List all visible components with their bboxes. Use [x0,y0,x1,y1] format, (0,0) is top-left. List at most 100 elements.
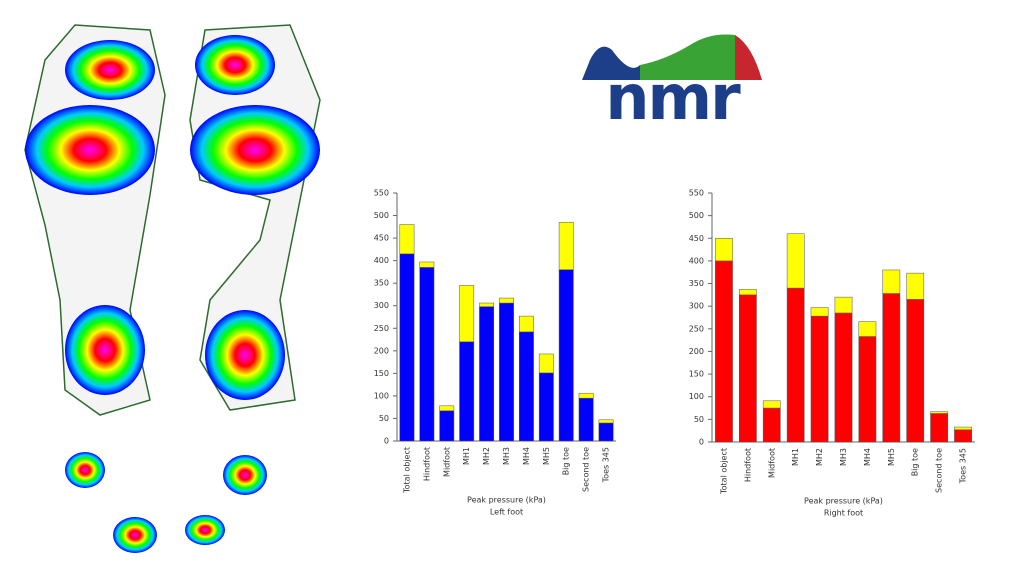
bar-segment [479,302,495,307]
x-tick-label: Toes 345 [602,447,611,483]
y-tick-label: 250 [689,324,704,333]
x-tick-label: MH4 [863,448,872,466]
bar-segment [499,297,514,304]
y-tick-label: 100 [374,391,389,400]
y-tick-label: 400 [689,256,704,265]
bar-segment [459,285,475,343]
heat-spot [190,105,320,195]
x-tick-label: Midfoot [767,448,776,478]
heat-spot [113,517,157,553]
x-tick-label: MH3 [502,447,511,465]
bar-segment [538,372,554,442]
bar-segment [930,413,948,443]
heat-spot [195,35,275,95]
bar-segment [419,267,435,442]
y-tick-label: 100 [689,392,704,401]
x-tick-label: Second toe [582,447,591,492]
x-tick-label: Total object [402,447,411,494]
bar-segment [858,321,877,337]
bar-segment [439,405,455,412]
logo: nmr [582,34,762,134]
bar-segment [459,341,475,442]
bar-segment [399,224,415,255]
bar-segment [786,233,805,289]
bar-segment [906,299,925,443]
x-tick-label: Hindfoot [743,448,752,482]
y-tick-label: 300 [374,301,389,310]
y-tick-label: 400 [374,256,389,265]
y-tick-label: 350 [689,279,704,288]
bar-segment [834,296,853,314]
y-tick-label: 250 [374,324,389,333]
y-tick-label: 200 [374,346,389,355]
y-tick-label: 50 [379,414,389,423]
y-tick-label: 450 [689,234,704,243]
y-tick-label: 150 [374,369,389,378]
x-tick-label: MH4 [522,447,531,465]
bar-segment [954,426,972,431]
bar-segment [598,419,614,424]
bar-segment [882,293,901,443]
bar-segment [810,315,829,443]
bar-segment [598,422,614,442]
pressure-maps [24,24,321,553]
bar-segment [479,306,495,442]
y-tick-label: 500 [689,211,704,220]
x-tick-label: MH3 [839,448,848,466]
heat-spot [65,305,145,395]
bar-segment [538,353,554,374]
y-tick-label: 300 [689,302,704,311]
y-tick-label: 550 [689,189,704,198]
y-tick-label: 550 [374,189,389,198]
bar-segment [906,272,925,300]
x-axis-label: Peak pressure (kPa) [804,497,883,506]
y-tick-label: 0 [699,438,704,447]
y-tick-label: 150 [689,370,704,379]
bar-segment [518,331,534,442]
logo-hill [640,34,735,80]
heat-spot [205,310,285,400]
x-tick-label: MH2 [482,447,491,465]
bar-segment [439,410,455,442]
bar-segment [739,294,757,443]
bar-segment [739,289,757,296]
bar-segment [762,400,781,409]
x-tick-label: Big toe [911,448,920,476]
x-tick-label: MH1 [791,448,800,466]
heat-spot [65,452,105,488]
x-tick-label: Midfoot [442,447,451,477]
bar-segment [954,429,972,443]
x-tick-label: MH5 [887,448,896,466]
y-tick-label: 350 [374,279,389,288]
bar-segment [930,411,948,414]
logo-hill [582,46,640,80]
x-tick-label: MH2 [815,448,824,466]
x-tick-label: Toes 345 [959,448,968,484]
y-tick-label: 450 [374,234,389,243]
bar-segment [419,261,435,268]
bar-segment [715,260,733,443]
x-tick-label: Hindfoot [422,447,431,481]
bar-segment [578,392,594,399]
chart-caption: Left foot [490,508,523,517]
y-tick-label: 200 [689,347,704,356]
x-tick-label: MH5 [542,447,551,465]
heat-spot [185,515,225,545]
y-tick-label: 50 [694,415,704,424]
x-axis-label: Peak pressure (kPa) [467,496,546,505]
bar-segment [786,287,805,443]
x-tick-label: Total object [719,448,728,495]
bar-segment [499,302,514,442]
bar-segment [715,238,733,262]
heat-spot [223,455,267,495]
bar-segment [882,269,901,294]
bar-segment [858,336,877,443]
logo-text: nmr [605,61,741,134]
bar-segment [578,397,594,442]
logo-hill [735,35,762,80]
heat-spot [25,105,155,195]
bar-segment [762,407,781,443]
bar-segment [834,312,853,443]
chart-caption: Right foot [824,509,863,518]
